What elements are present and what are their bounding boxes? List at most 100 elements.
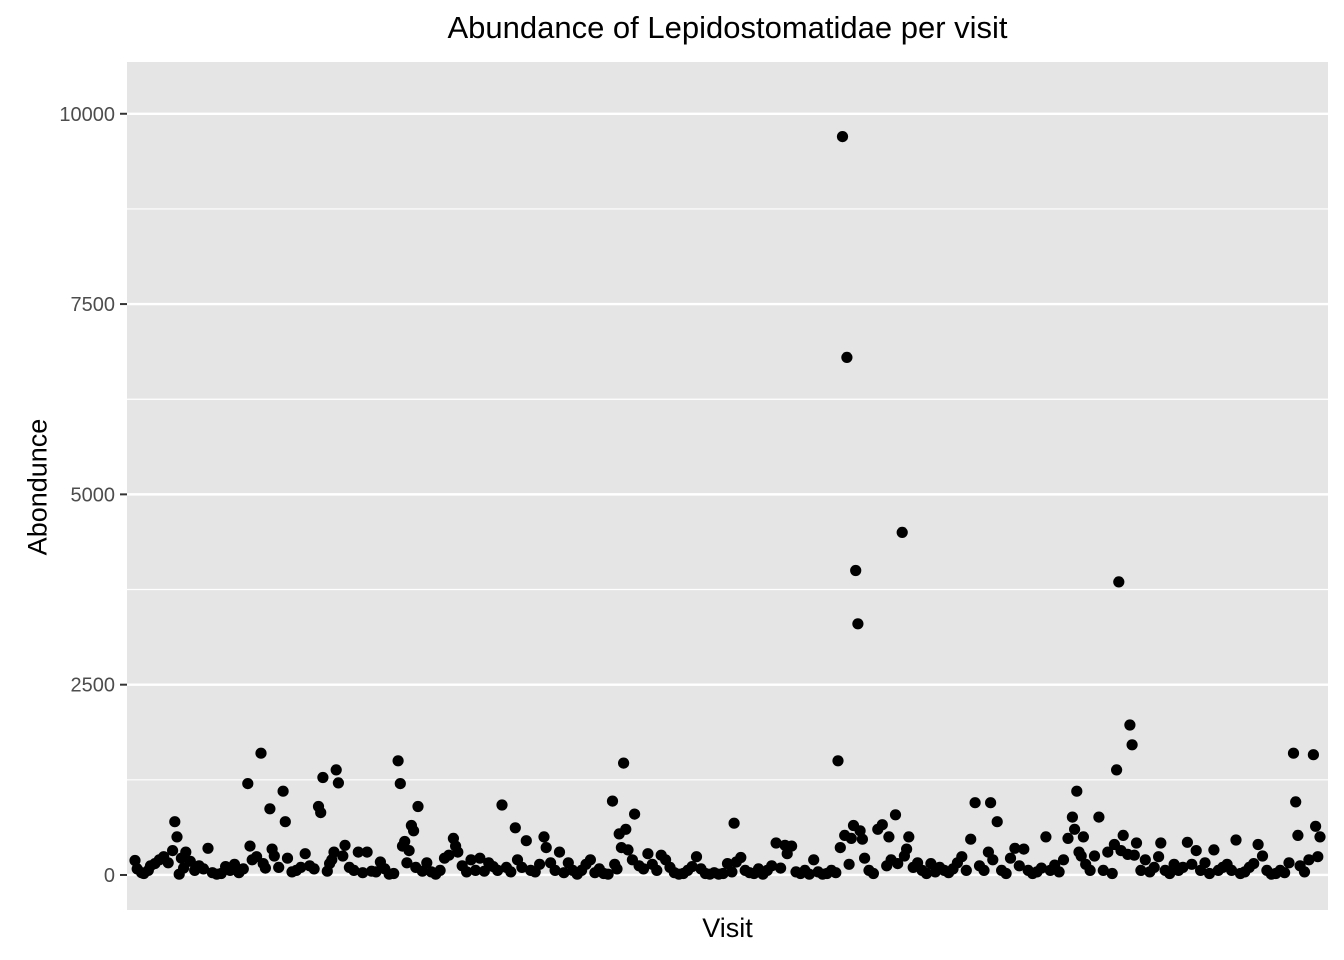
data-point: [268, 850, 280, 862]
data-point: [987, 854, 999, 866]
data-point: [474, 852, 486, 864]
data-point: [264, 803, 276, 815]
data-point: [1035, 862, 1047, 874]
data-point: [611, 863, 623, 875]
chart-title: Abundance of Lepidostomatidae per visit: [447, 10, 1008, 45]
data-point: [867, 867, 880, 880]
data-point: [1190, 845, 1202, 857]
data-point: [1075, 850, 1087, 862]
major-gridlines: [127, 112, 1328, 877]
data-point: [1226, 864, 1238, 877]
data-point: [1077, 831, 1089, 843]
data-point: [883, 831, 895, 843]
data-point: [465, 854, 477, 866]
data-point: [925, 858, 937, 870]
data-point: [443, 849, 455, 861]
data-point: [553, 846, 566, 858]
data-point: [956, 851, 968, 863]
data-point: [412, 800, 424, 813]
data-point: [348, 864, 360, 877]
data-point: [1248, 858, 1260, 870]
data-point: [180, 846, 192, 858]
data-point: [1057, 854, 1070, 866]
data-point: [279, 816, 291, 828]
data-point: [1113, 576, 1125, 588]
data-point: [299, 848, 311, 860]
data-point: [1124, 719, 1136, 731]
data-point: [618, 757, 630, 769]
data-point: [478, 865, 490, 877]
data-point: [352, 846, 364, 858]
data-point: [277, 785, 289, 797]
data-point: [394, 778, 406, 790]
data-point: [803, 868, 815, 880]
data-point: [721, 858, 734, 870]
data-point: [416, 865, 428, 877]
data-point: [1283, 857, 1295, 869]
data-point: [620, 823, 632, 835]
data-point: [1117, 829, 1129, 842]
data-point: [836, 131, 849, 143]
y-tick-label: 5000: [71, 484, 116, 506]
data-point: [452, 846, 464, 858]
data-point: [244, 840, 256, 852]
data-point: [1084, 864, 1096, 877]
data-point: [1102, 846, 1114, 858]
plot-panel: [127, 62, 1328, 910]
data-point: [1199, 857, 1211, 869]
data-point: [770, 837, 782, 849]
data-point: [856, 833, 869, 845]
data-point: [1013, 860, 1025, 872]
data-point: [1126, 739, 1138, 751]
data-point: [505, 866, 517, 878]
data-point: [1111, 764, 1123, 776]
data-point: [903, 831, 915, 843]
data-point: [370, 866, 382, 878]
data-point: [388, 867, 400, 880]
data-point: [1139, 854, 1151, 866]
data-point: [1106, 867, 1118, 880]
data-point: [728, 817, 740, 829]
data-point: [255, 747, 267, 759]
data-point: [408, 825, 420, 837]
data-point: [1069, 823, 1081, 835]
data-point: [496, 799, 508, 811]
data-point: [834, 842, 846, 854]
data-point: [1303, 854, 1315, 866]
data-point: [726, 866, 738, 878]
data-point: [197, 863, 210, 875]
data-point: [171, 831, 183, 843]
data-point: [330, 764, 342, 776]
data-point: [584, 854, 597, 866]
data-point: [850, 564, 862, 577]
data-point: [1307, 749, 1319, 761]
data-point: [1009, 842, 1021, 854]
data-point: [602, 868, 614, 880]
data-point: [228, 858, 241, 870]
data-point: [1093, 811, 1105, 823]
data-point: [1062, 832, 1074, 845]
data-point: [308, 863, 320, 875]
data-point: [843, 858, 855, 870]
y-tick-label: 0: [104, 865, 115, 887]
data-point: [403, 845, 415, 857]
data-point: [169, 816, 181, 828]
data-point: [1040, 831, 1052, 843]
data-point: [184, 855, 196, 867]
data-point: [606, 795, 619, 807]
data-point: [520, 835, 532, 847]
data-point: [492, 864, 504, 877]
data-point: [1097, 864, 1109, 877]
data-point: [242, 778, 254, 790]
data-point: [1203, 867, 1216, 880]
data-point: [896, 526, 908, 539]
data-point: [1071, 785, 1083, 797]
data-point: [1148, 861, 1160, 874]
data-point: [717, 867, 729, 880]
data-point: [421, 857, 433, 869]
data-point: [1312, 851, 1324, 863]
data-point: [538, 831, 550, 843]
data-point: [642, 848, 654, 860]
data-point: [1004, 852, 1017, 864]
data-point: [339, 839, 351, 851]
